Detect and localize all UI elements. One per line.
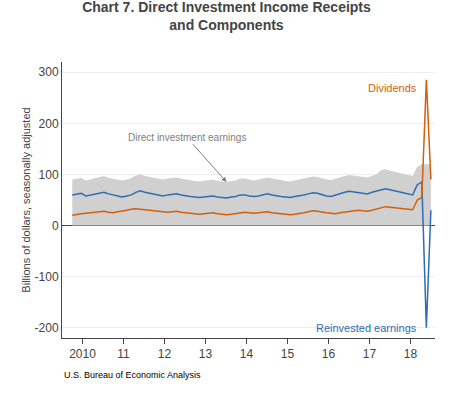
svg-text:12: 12 (158, 347, 172, 361)
svg-text:Billions of dollars, seasonall: Billions of dollars, seasonally adjusted (20, 107, 32, 292)
svg-text:-100: -100 (35, 270, 59, 284)
svg-text:17: 17 (363, 347, 377, 361)
svg-text:Reinvested earnings: Reinvested earnings (316, 322, 417, 334)
svg-text:14: 14 (240, 347, 254, 361)
svg-text:-200: -200 (35, 321, 59, 335)
svg-text:Chart 7. Direct Investment Inc: Chart 7. Direct Investment Income Receip… (82, 0, 371, 33)
svg-text:15: 15 (281, 347, 295, 361)
svg-text:2010: 2010 (69, 347, 96, 361)
svg-text:18: 18 (404, 347, 418, 361)
svg-text:U.S. Bureau of Economic Analys: U.S. Bureau of Economic Analysis (64, 370, 201, 380)
svg-text:16: 16 (322, 347, 336, 361)
svg-text:Dividends: Dividends (368, 82, 417, 94)
svg-text:13: 13 (199, 347, 213, 361)
svg-text:11: 11 (117, 347, 130, 361)
svg-text:0: 0 (52, 219, 59, 233)
svg-text:200: 200 (39, 117, 59, 131)
svg-text:100: 100 (39, 168, 59, 182)
svg-text:Direct investment earnings: Direct investment earnings (128, 132, 246, 143)
svg-text:300: 300 (39, 65, 59, 79)
